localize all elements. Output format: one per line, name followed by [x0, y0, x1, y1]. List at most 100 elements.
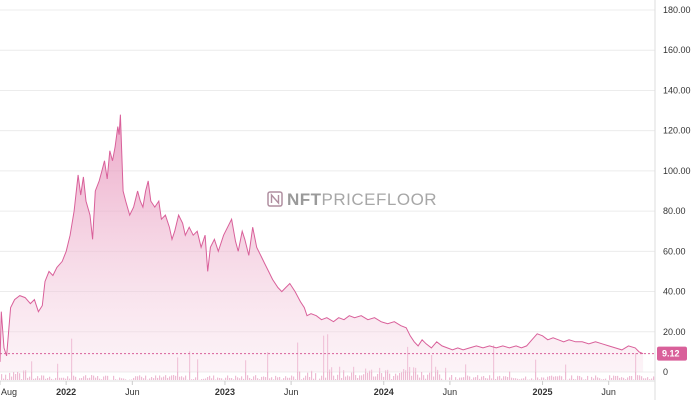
volume-bar	[211, 378, 213, 380]
volume-bar	[63, 377, 65, 380]
volume-bar	[75, 376, 77, 380]
volume-bar	[399, 373, 401, 380]
volume-bar	[647, 377, 649, 380]
volume-bar	[489, 375, 491, 380]
x-tick-label: Jun	[601, 387, 616, 397]
volume-bar	[569, 378, 571, 380]
volume-bar	[429, 372, 431, 380]
watermark-text: PRICEFLOOR	[322, 190, 438, 209]
volume-bar	[395, 373, 397, 380]
volume-bar	[403, 368, 405, 380]
volume-bar	[417, 374, 419, 380]
volume-bar	[229, 377, 231, 380]
volume-bar	[7, 379, 9, 380]
volume-bar	[283, 378, 285, 380]
volume-bar	[27, 377, 29, 380]
volume-bar	[511, 377, 513, 380]
volume-bar	[617, 375, 619, 380]
volume-bar	[587, 375, 589, 380]
volume-bar	[611, 377, 613, 380]
volume-bar	[451, 375, 453, 380]
volume-bar	[279, 376, 281, 380]
volume-bar	[491, 378, 493, 380]
volume-bar	[237, 377, 239, 380]
volume-bar	[285, 376, 287, 380]
volume-bar	[311, 370, 313, 380]
volume-bar	[471, 379, 473, 380]
watermark-icon	[267, 191, 283, 207]
volume-bar	[131, 379, 133, 380]
volume-bar	[601, 379, 603, 380]
volume-bar	[473, 377, 475, 380]
volume-bar	[331, 367, 333, 380]
volume-bar	[309, 376, 311, 380]
volume-bar	[167, 377, 169, 380]
volume-bar	[433, 376, 435, 380]
volume-bar	[525, 376, 527, 380]
volume-bar	[439, 374, 441, 380]
volume-bar	[321, 375, 323, 380]
volume-bar	[445, 367, 447, 380]
volume-bar	[49, 376, 51, 380]
volume-bar	[95, 377, 97, 380]
volume-bar	[459, 377, 461, 380]
volume-bar	[383, 376, 385, 380]
volume-bar	[115, 379, 117, 380]
volume-bar	[621, 377, 623, 380]
volume-bar	[411, 375, 413, 380]
volume-bar	[437, 369, 439, 380]
volume-bar	[119, 377, 121, 380]
volume-bar	[593, 378, 595, 380]
volume-bar	[629, 375, 631, 380]
volume-bar	[179, 376, 181, 380]
volume-bar	[627, 377, 629, 380]
volume-bar	[265, 377, 267, 380]
volume-bar	[87, 378, 89, 380]
volume-bar	[287, 377, 289, 380]
volume-bar	[643, 378, 645, 380]
volume-bar	[135, 376, 137, 380]
volume-bar	[483, 376, 485, 380]
volume-bar	[405, 370, 407, 380]
volume-bar	[257, 378, 259, 380]
volume-bar	[29, 376, 31, 380]
volume-bar	[293, 376, 295, 380]
volume-bar	[153, 378, 155, 380]
volume-bar	[393, 376, 395, 380]
volume-bar	[499, 375, 501, 380]
svg-text:NFTPRICEFLOOR: NFTPRICEFLOOR	[287, 190, 437, 209]
volume-bar	[9, 372, 11, 380]
volume-bar	[623, 377, 625, 380]
volume-bar	[519, 379, 521, 380]
volume-bar	[485, 378, 487, 380]
volume-bar	[381, 373, 383, 380]
volume-bar	[421, 371, 423, 380]
volume-bar	[249, 377, 251, 380]
volume-bar	[123, 378, 125, 380]
volume-bar	[339, 366, 341, 380]
volume-bar	[161, 377, 163, 380]
volume-bar	[235, 375, 237, 380]
x-tick-label: 2022	[56, 387, 76, 397]
volume-bar	[243, 378, 245, 380]
volume-bar	[479, 378, 481, 380]
watermark-logo: NFTPRICEFLOOR	[267, 190, 437, 209]
volume-bar	[653, 376, 655, 380]
volume-bar	[3, 378, 5, 380]
y-tick-label: 140.00	[663, 85, 691, 95]
volume-bar	[107, 375, 109, 380]
volume-bar	[35, 378, 37, 380]
volume-bar	[413, 367, 415, 380]
volume-bar	[259, 379, 261, 380]
volume-bar	[371, 369, 373, 380]
volume-bar	[605, 378, 607, 380]
volume-bar	[363, 374, 365, 380]
x-tick-label: Jun	[125, 387, 140, 397]
volume-bar	[477, 375, 479, 380]
volume-bar	[37, 376, 39, 380]
volume-bar	[303, 377, 305, 380]
volume-bar	[101, 379, 103, 380]
volume-bar	[503, 376, 505, 380]
volume-bar	[457, 379, 459, 380]
